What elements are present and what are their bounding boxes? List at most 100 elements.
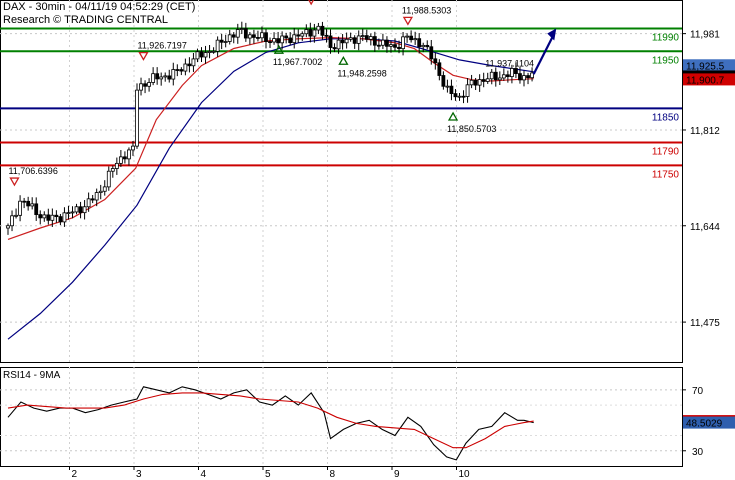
candle-body bbox=[320, 25, 325, 36]
support-marker bbox=[273, 44, 285, 54]
candle-body bbox=[522, 75, 526, 81]
candle-body bbox=[86, 198, 91, 208]
candle-body bbox=[381, 39, 385, 46]
candle-body bbox=[6, 225, 10, 229]
candle-body bbox=[78, 206, 83, 214]
candle-body bbox=[203, 52, 208, 58]
candle-body bbox=[175, 69, 180, 71]
candle-body bbox=[46, 214, 51, 221]
candle-body bbox=[118, 156, 123, 164]
candle-body bbox=[171, 69, 176, 80]
candle-body bbox=[368, 36, 373, 40]
resistance-marker bbox=[308, 0, 315, 6]
candle-body bbox=[344, 38, 349, 44]
candle-body bbox=[288, 37, 293, 44]
support-marker bbox=[338, 55, 349, 65]
candle-body bbox=[433, 58, 438, 64]
grid-lines bbox=[0, 0, 682, 466]
price-panel-frame bbox=[0, 0, 683, 363]
candle-body bbox=[328, 35, 333, 48]
candle-body bbox=[231, 34, 236, 38]
rsi-series-9ma bbox=[7, 392, 534, 449]
annotation-label: 11,948.2598 bbox=[337, 68, 386, 78]
candle-body bbox=[272, 38, 276, 43]
candle-body bbox=[300, 33, 305, 37]
candle-body bbox=[90, 198, 95, 201]
candle-body bbox=[437, 62, 442, 76]
x-tick-label: 2 bbox=[72, 469, 78, 480]
candle-body bbox=[199, 51, 204, 58]
candle-body bbox=[445, 85, 450, 88]
chart-subtitle: Research © TRADING CENTRAL bbox=[3, 14, 168, 26]
candle-body bbox=[505, 74, 510, 77]
candle-body bbox=[296, 34, 301, 37]
candle-body bbox=[461, 95, 466, 98]
rsi-tag bbox=[683, 416, 735, 429]
candle-body bbox=[364, 35, 369, 40]
candle-body bbox=[151, 73, 156, 83]
rsi-tag-label: 48.5029 bbox=[686, 419, 723, 430]
candle-body bbox=[42, 214, 47, 219]
candle-body bbox=[227, 34, 232, 42]
candle-body bbox=[219, 39, 224, 43]
price-tick-label: 11,475 bbox=[690, 318, 720, 329]
candle-body bbox=[82, 206, 87, 214]
candle-body bbox=[50, 214, 55, 221]
candle-body bbox=[114, 162, 119, 169]
candle-body bbox=[493, 71, 498, 81]
candle-body bbox=[215, 39, 220, 52]
candle-body bbox=[352, 37, 357, 44]
candle-body bbox=[372, 36, 377, 46]
candle-body bbox=[385, 39, 389, 47]
candle-body bbox=[66, 212, 71, 214]
candle-body bbox=[223, 41, 228, 43]
candle-body bbox=[284, 35, 289, 39]
candle-body bbox=[449, 85, 454, 94]
rsi-series-rsi14 bbox=[7, 386, 534, 461]
candle-body bbox=[147, 82, 151, 87]
candle-body bbox=[235, 29, 240, 38]
candle-body bbox=[14, 214, 18, 217]
candle-body bbox=[26, 200, 31, 207]
candle-body bbox=[481, 79, 486, 82]
level-label-11850: 11850 bbox=[652, 112, 680, 123]
candle-body bbox=[340, 39, 345, 44]
price-tick-label: 11,644 bbox=[690, 222, 720, 233]
moving-average-slow bbox=[7, 38, 534, 340]
candle-body bbox=[401, 36, 405, 50]
x-tick-label: 10 bbox=[459, 469, 471, 480]
candle-body bbox=[187, 63, 192, 67]
candle-body bbox=[58, 216, 63, 223]
candle-body bbox=[441, 75, 446, 87]
resistance-marker bbox=[402, 16, 414, 26]
candle-body bbox=[260, 32, 264, 39]
forecast-arrow-line bbox=[532, 33, 556, 75]
x-tick-label: 5 bbox=[265, 469, 271, 480]
candle-body bbox=[457, 95, 462, 98]
annotation-label: 11,850.5703 bbox=[447, 124, 496, 134]
candle-body bbox=[453, 93, 458, 98]
resistance-marker bbox=[9, 177, 20, 187]
candle-body bbox=[376, 44, 381, 47]
candle-body bbox=[324, 34, 329, 37]
price-tag bbox=[683, 73, 735, 86]
candle-body bbox=[413, 38, 418, 41]
price-tag-label: 11,925.5 bbox=[686, 61, 725, 72]
candle-body bbox=[207, 51, 212, 53]
candle-body bbox=[243, 28, 248, 39]
candle-body bbox=[22, 200, 27, 203]
candle-body bbox=[30, 203, 35, 207]
candle-body bbox=[18, 200, 22, 216]
candle-body bbox=[304, 29, 309, 35]
candle-body bbox=[191, 58, 196, 67]
resistance-marker bbox=[138, 51, 149, 61]
candle-body bbox=[530, 72, 534, 79]
candle-body bbox=[510, 68, 514, 77]
indicator-lines bbox=[7, 36, 534, 340]
price-tags: 11,925.511,905.911,900.749.486848.5029 bbox=[683, 59, 735, 430]
level-label-11990: 11990 bbox=[652, 33, 680, 44]
candle-body bbox=[348, 37, 353, 40]
candle-body bbox=[102, 186, 107, 192]
candle-body bbox=[316, 25, 321, 31]
